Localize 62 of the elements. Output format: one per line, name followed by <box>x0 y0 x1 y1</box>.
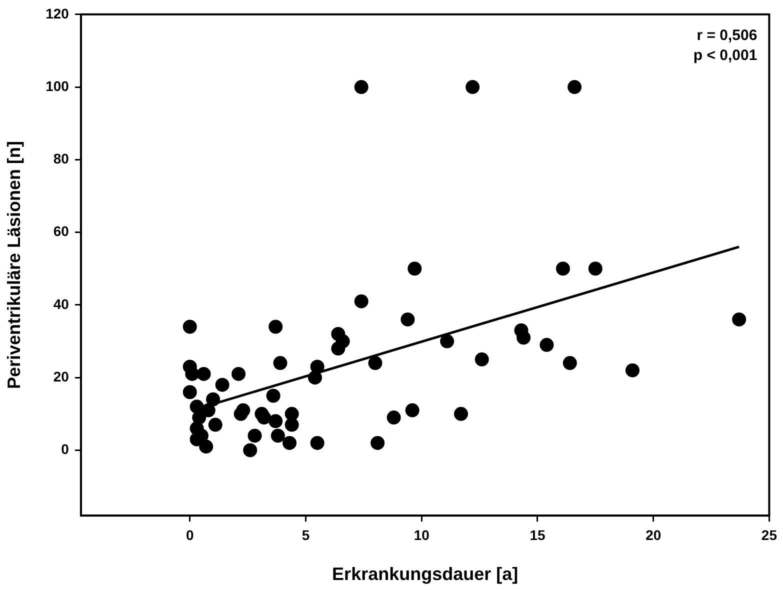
point <box>268 320 283 334</box>
x-tick-label: 25 <box>761 526 778 543</box>
point <box>466 80 480 94</box>
point <box>273 356 288 370</box>
point <box>540 338 554 352</box>
y-axis-title: Periventrikuläre Läsionen [n] <box>4 140 24 390</box>
point <box>257 410 272 425</box>
x-axis-title: Erkrankungsdauer [a] <box>332 564 518 584</box>
point <box>354 294 368 308</box>
annotation: r = 0,506 <box>696 27 758 44</box>
point <box>354 80 368 94</box>
point <box>208 418 222 432</box>
point <box>405 403 420 418</box>
point <box>243 443 258 458</box>
point <box>190 421 204 436</box>
point <box>266 388 280 403</box>
point <box>440 334 454 348</box>
point <box>182 320 197 334</box>
point <box>284 418 299 432</box>
point <box>331 342 346 356</box>
point <box>236 403 250 418</box>
point <box>232 366 246 381</box>
point <box>408 262 422 276</box>
point <box>201 403 216 418</box>
x-tick-label: 20 <box>646 526 662 543</box>
point <box>206 392 220 406</box>
point <box>248 428 262 443</box>
point <box>556 262 570 276</box>
point <box>308 370 322 385</box>
point <box>732 312 746 326</box>
y-tick-label: 120 <box>46 5 70 22</box>
annotation: p < 0,001 <box>693 47 758 64</box>
point <box>185 366 200 381</box>
point <box>474 352 489 366</box>
point <box>368 356 382 370</box>
point <box>199 440 214 454</box>
point <box>370 436 385 450</box>
point <box>270 428 285 443</box>
point <box>625 363 640 378</box>
point <box>282 436 297 450</box>
y-tick-label: 100 <box>46 78 70 94</box>
point <box>562 356 577 370</box>
point <box>196 366 211 381</box>
y-tick-label: 60 <box>53 223 70 240</box>
point <box>215 378 230 392</box>
point <box>400 312 415 326</box>
point <box>386 410 401 425</box>
y-tick-label: 40 <box>53 296 70 312</box>
point <box>268 414 283 428</box>
point <box>516 330 531 345</box>
x-tick-label: 0 <box>186 526 194 543</box>
x-tick-label: 10 <box>414 526 430 543</box>
point <box>310 436 324 450</box>
point <box>588 262 602 276</box>
x-tick-label: 5 <box>302 526 310 543</box>
point <box>182 385 197 400</box>
y-tick-label: 0 <box>61 441 70 458</box>
point <box>454 406 468 421</box>
point <box>568 80 582 94</box>
y-tick-label: 20 <box>53 368 70 384</box>
y-tick-label: 80 <box>53 150 70 167</box>
x-tick-label: 15 <box>530 526 546 543</box>
